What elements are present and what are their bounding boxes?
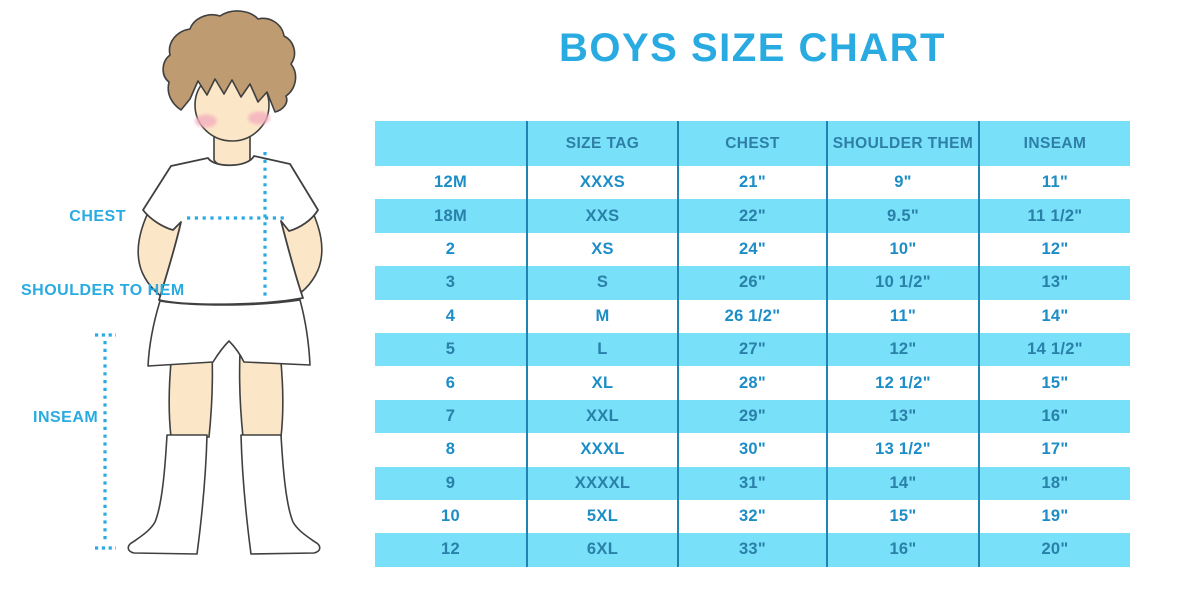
table-cell: L [526, 332, 678, 367]
table-cell: 29" [677, 399, 827, 434]
boy-blush-right [248, 111, 270, 125]
table-cell: 11" [826, 299, 979, 333]
table-cell: 32" [677, 499, 827, 534]
table-cell: 4 [445, 306, 456, 325]
table-cell: 3 [375, 266, 527, 300]
table-row: 4 M 26 1/2" 11" 14" [375, 299, 1130, 333]
table-cell: 24" [677, 232, 827, 267]
table-cell: 9.5" [826, 199, 979, 233]
table-cell: XS [526, 232, 678, 267]
table-cell: XXS [526, 199, 678, 233]
table-cell: XXXXL [526, 466, 678, 500]
column-header-inseam: INSEAM [978, 121, 1130, 166]
table-row: 5 L 27" 12" 14 1/2" [375, 332, 1130, 367]
table-row: 8 XXXL 30" 13 1/2" 17" [375, 433, 1130, 467]
table-cell: 18M [375, 199, 527, 233]
table-cell: XL [526, 366, 678, 400]
table-cell: 13" [978, 266, 1130, 300]
label-inseam: INSEAM [33, 409, 99, 426]
table-cell: S [526, 266, 678, 300]
table-cell: 15" [826, 499, 979, 534]
table-cell: 6 [445, 373, 456, 392]
table-cell: 16" [978, 399, 1130, 434]
table-cell: 7 [375, 399, 527, 434]
table-cell: 15" [978, 366, 1130, 400]
boy-shorts [147, 299, 311, 367]
boy-blush-left [195, 114, 217, 128]
table-cell: 10 1/2" [826, 266, 979, 300]
table-cell: 12" [978, 232, 1130, 267]
page-title: BOYS SIZE CHART [559, 26, 946, 70]
table-cell: 18" [978, 466, 1130, 500]
table-cell: 5XL [526, 499, 678, 534]
table-cell: M [526, 299, 678, 333]
table-cell: 11 1/2" [978, 199, 1130, 233]
table-cell: 30" [677, 433, 827, 467]
table-cell: XXL [526, 399, 678, 434]
table-cell: 11" [978, 166, 1130, 200]
table-cell: 26 1/2" [677, 299, 827, 333]
boy-right-sock [240, 434, 321, 555]
table-cell: XXXS [526, 166, 678, 200]
size-table-header: SIZE TAG CHEST SHOULDER THEM INSEAM [375, 121, 1130, 166]
table-cell: 33" [677, 533, 827, 567]
table-cell: 14" [826, 466, 979, 500]
boy-left-leg [168, 351, 214, 438]
table-row: 2 XS 24" 10" 12" [375, 232, 1130, 267]
table-cell: 6XL [526, 533, 678, 567]
table-cell: 12M [434, 173, 467, 192]
table-cell: 2 [445, 239, 456, 258]
column-header-shoulder-them: SHOULDER THEM [826, 121, 979, 166]
column-header-chest: CHEST [677, 121, 827, 166]
table-cell: 5 [375, 332, 527, 367]
table-cell: 13 1/2" [826, 433, 979, 467]
table-cell: 16" [826, 533, 979, 567]
table-row: 9 XXXXL 31" 14" 18" [375, 466, 1130, 500]
column-header-size-tag: SIZE TAG [526, 121, 678, 166]
table-row: 7 XXL 29" 13" 16" [375, 399, 1130, 434]
table-cell: 8 [445, 440, 456, 459]
boy-hair [162, 10, 297, 113]
table-cell: 9 [375, 466, 527, 500]
size-table-body: 12M XXXS 21" 9" 11" 18M XXS 22" 9.5" 11 1/2" 2 XS 24… [375, 166, 1130, 567]
label-chest: CHEST [69, 208, 126, 225]
boy-right-leg [238, 351, 284, 438]
table-cell: 26" [677, 266, 827, 300]
label-shoulder-to-hem: SHOULDER TO HEM [21, 282, 185, 299]
inseam-measure-line [95, 333, 116, 550]
table-cell: 9" [826, 166, 979, 200]
table-cell: 13" [826, 399, 979, 434]
table-cell: 10 [441, 507, 460, 526]
size-table: SIZE TAG CHEST SHOULDER THEM INSEAM 12M X… [375, 121, 1130, 567]
table-cell: 12 [375, 533, 527, 567]
boy-illustration [95, 10, 323, 555]
table-cell: 21" [677, 166, 827, 200]
table-cell: 17" [978, 433, 1130, 467]
table-cell: 14 1/2" [978, 332, 1130, 367]
table-row: 18M XXS 22" 9.5" 11 1/2" [375, 199, 1130, 233]
table-cell: 28" [677, 366, 827, 400]
boy-left-sock [127, 434, 208, 555]
boy-shirt [142, 155, 319, 306]
table-cell: 12 1/2" [826, 366, 979, 400]
table-cell: 20" [978, 533, 1130, 567]
table-cell: 19" [978, 499, 1130, 534]
header-row: SIZE TAG CHEST SHOULDER THEM INSEAM [375, 121, 1130, 166]
table-row: 12M XXXS 21" 9" 11" [375, 166, 1130, 200]
table-cell: 10" [826, 232, 979, 267]
table-cell: 14" [978, 299, 1130, 333]
table-cell: XXXL [526, 433, 678, 467]
table-cell: 22" [677, 199, 827, 233]
table-row: 12 6XL 33" 16" 20" [375, 533, 1130, 567]
table-cell: 27" [677, 332, 827, 367]
table-cell: 12" [826, 332, 979, 367]
column-header-age [375, 121, 527, 166]
table-cell: 31" [677, 466, 827, 500]
table-row: 3 S 26" 10 1/2" 13" [375, 266, 1130, 300]
table-row: 10 5XL 32" 15" 19" [375, 499, 1130, 534]
table-row: 6 XL 28" 12 1/2" 15" [375, 366, 1130, 400]
